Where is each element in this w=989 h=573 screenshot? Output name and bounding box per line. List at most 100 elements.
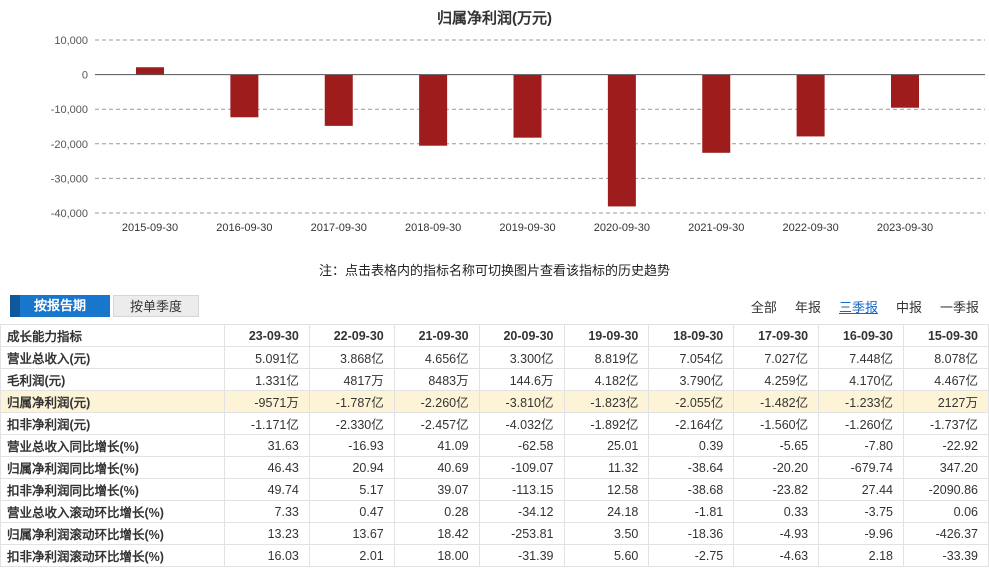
table-cell: -253.81: [478, 522, 565, 545]
table-cell: -16.93: [308, 434, 395, 457]
table-cell: -679.74: [818, 456, 904, 479]
table-cell: -1.233亿: [818, 390, 904, 413]
filter-interim[interactable]: 中报: [895, 299, 922, 315]
filter-annual[interactable]: 年报: [794, 299, 821, 315]
table-row: 扣非净利润(元) -1.171亿 -2.330亿 -2.457亿 -4.032亿 -1.8…: [0, 412, 989, 435]
x-axis-tick-label: 2015-09-30: [122, 222, 178, 234]
filter-q1-report[interactable]: 一季报: [939, 299, 979, 315]
net-profit-chart-section: 归属净利润(万元) 10,000 0 -10,000 -20,000 -30,000 -4…: [0, 0, 989, 244]
table-cell: 18.00: [393, 544, 480, 567]
table-row: 营业总收入同比增长(%) 31.63 -16.93 41.09 -62.58 25.01 0…: [0, 434, 989, 457]
report-type-filters: 全部 年报 三季报 中报 一季报: [751, 297, 979, 316]
table-cell: 347.20: [903, 456, 989, 479]
indicator-label[interactable]: 归属净利润滚动环比增长(%): [0, 522, 225, 545]
table-cell: 2.18: [818, 544, 904, 567]
table-cell: 12.58: [563, 478, 650, 501]
table-cell: -20.20: [733, 456, 820, 479]
indicator-label[interactable]: 归属净利润同比增长(%): [0, 456, 225, 479]
table-header-date: 15-09-30: [903, 324, 989, 347]
table-cell: -62.58: [478, 434, 565, 457]
table-header-date: 23-09-30: [224, 324, 310, 347]
table-cell: -1.260亿: [818, 412, 904, 435]
table-cell: 3.790亿: [648, 368, 735, 391]
x-axis-tick-label: 2022-09-30: [782, 222, 838, 234]
table-header-date: 21-09-30: [393, 324, 480, 347]
table-cell: -1.787亿: [308, 390, 395, 413]
table-cell: -2090.86: [903, 478, 989, 501]
table-cell: -1.892亿: [563, 412, 650, 435]
indicator-label[interactable]: 扣非净利润同比增长(%): [0, 478, 225, 501]
table-row: 扣非净利润滚动环比增长(%) 16.03 2.01 18.00 -31.39 5.60 -2…: [0, 544, 989, 567]
table-cell: 5.091亿: [224, 346, 310, 369]
table-row: 营业总收入(元) 5.091亿 3.868亿 4.656亿 3.300亿 8.819亿 7.…: [0, 346, 989, 369]
table-cell: 7.448亿: [818, 346, 904, 369]
table-cell: 0.33: [733, 500, 820, 523]
y-axis-tick-label: -20,000: [51, 139, 88, 151]
y-axis-tick-label: -10,000: [51, 104, 88, 116]
table-cell: 8.819亿: [563, 346, 650, 369]
table-header-date: 17-09-30: [733, 324, 820, 347]
table-cell: 24.18: [563, 500, 650, 523]
x-axis-tick-label: 2020-09-30: [594, 222, 650, 234]
bar: [796, 74, 825, 137]
indicator-label[interactable]: 扣非净利润滚动环比增长(%): [0, 544, 225, 567]
chart-title: 归属净利润(万元): [437, 10, 552, 27]
indicator-label[interactable]: 营业总收入(元): [0, 346, 225, 369]
table-cell: -18.36: [648, 522, 735, 545]
toolbar: 按报告期 按单季度 全部 年报 三季报 中报 一季报: [0, 293, 989, 319]
table-cell: 40.69: [393, 456, 480, 479]
table-cell: 4.170亿: [818, 368, 904, 391]
table-cell: 11.32: [563, 456, 650, 479]
table-cell: -1.81: [648, 500, 735, 523]
indicator-label[interactable]: 营业总收入同比增长(%): [0, 434, 225, 457]
x-axis-tick-label: 2017-09-30: [311, 222, 367, 234]
bar: [230, 74, 259, 118]
bar: [419, 74, 448, 146]
table-cell: 2.01: [308, 544, 395, 567]
table-cell: -2.330亿: [308, 412, 395, 435]
indicator-label[interactable]: 营业总收入滚动环比增长(%): [0, 500, 225, 523]
table-row: 营业总收入滚动环比增长(%) 7.33 0.47 0.28 -34.12 24.18 -1.…: [0, 500, 989, 523]
tab-by-single-quarter[interactable]: 按单季度: [113, 295, 200, 317]
table-cell: 5.60: [563, 544, 650, 567]
table-cell: -426.37: [903, 522, 989, 545]
table-cell: 3.868亿: [308, 346, 395, 369]
table-cell: 2127万: [903, 390, 989, 413]
table-cell: -5.65: [733, 434, 820, 457]
bar: [891, 74, 919, 108]
tab-by-report-period[interactable]: 按报告期: [10, 295, 111, 317]
table-cell: -4.93: [733, 522, 820, 545]
period-tabs: 按报告期 按单季度: [10, 295, 200, 317]
filter-all[interactable]: 全部: [750, 299, 777, 315]
table-cell: 27.44: [818, 478, 904, 501]
table-cell: -1.560亿: [733, 412, 820, 435]
table-header-date: 20-09-30: [478, 324, 565, 347]
table-cell: -3.810亿: [478, 390, 565, 413]
table-cell: 4.182亿: [563, 368, 650, 391]
y-axis-tick-label: -40,000: [51, 208, 88, 220]
note-text: 注：点击表格内的指标名称可切换图片查看该指标的历史趋势: [318, 263, 670, 278]
table-cell: 13.23: [224, 522, 310, 545]
table-cell: 144.6万: [478, 368, 565, 391]
table-cell: 0.47: [308, 500, 395, 523]
table-cell: 31.63: [224, 434, 310, 457]
table-cell: 8483万: [393, 368, 480, 391]
table-cell: 5.17: [308, 478, 395, 501]
indicator-label[interactable]: 毛利润(元): [0, 368, 225, 391]
bar: [702, 74, 731, 153]
table-cell: 46.43: [224, 456, 310, 479]
net-profit-bar-chart: 10,000 0 -10,000 -20,000 -30,000 -40,000 2015-…: [51, 35, 985, 234]
growth-indicators-table: 成长能力指标 23-09-30 22-09-30 21-09-30 20-09-30 19…: [0, 324, 989, 567]
x-axis-tick-label: 2018-09-30: [405, 222, 461, 234]
table-row: 归属净利润(元) -9571万 -1.787亿 -2.260亿 -3.810亿 -1.82…: [0, 390, 989, 413]
table-cell: 8.078亿: [903, 346, 989, 369]
table-cell: 0.39: [648, 434, 735, 457]
table-cell: 18.42: [393, 522, 480, 545]
filter-q3-report[interactable]: 三季报: [838, 299, 878, 315]
indicator-label[interactable]: 扣非净利润(元): [0, 412, 225, 435]
bar: [607, 74, 636, 207]
indicator-label[interactable]: 归属净利润(元): [0, 390, 225, 413]
table-cell: -113.15: [478, 478, 565, 501]
table-cell: -3.75: [818, 500, 904, 523]
table-cell: -9.96: [818, 522, 904, 545]
